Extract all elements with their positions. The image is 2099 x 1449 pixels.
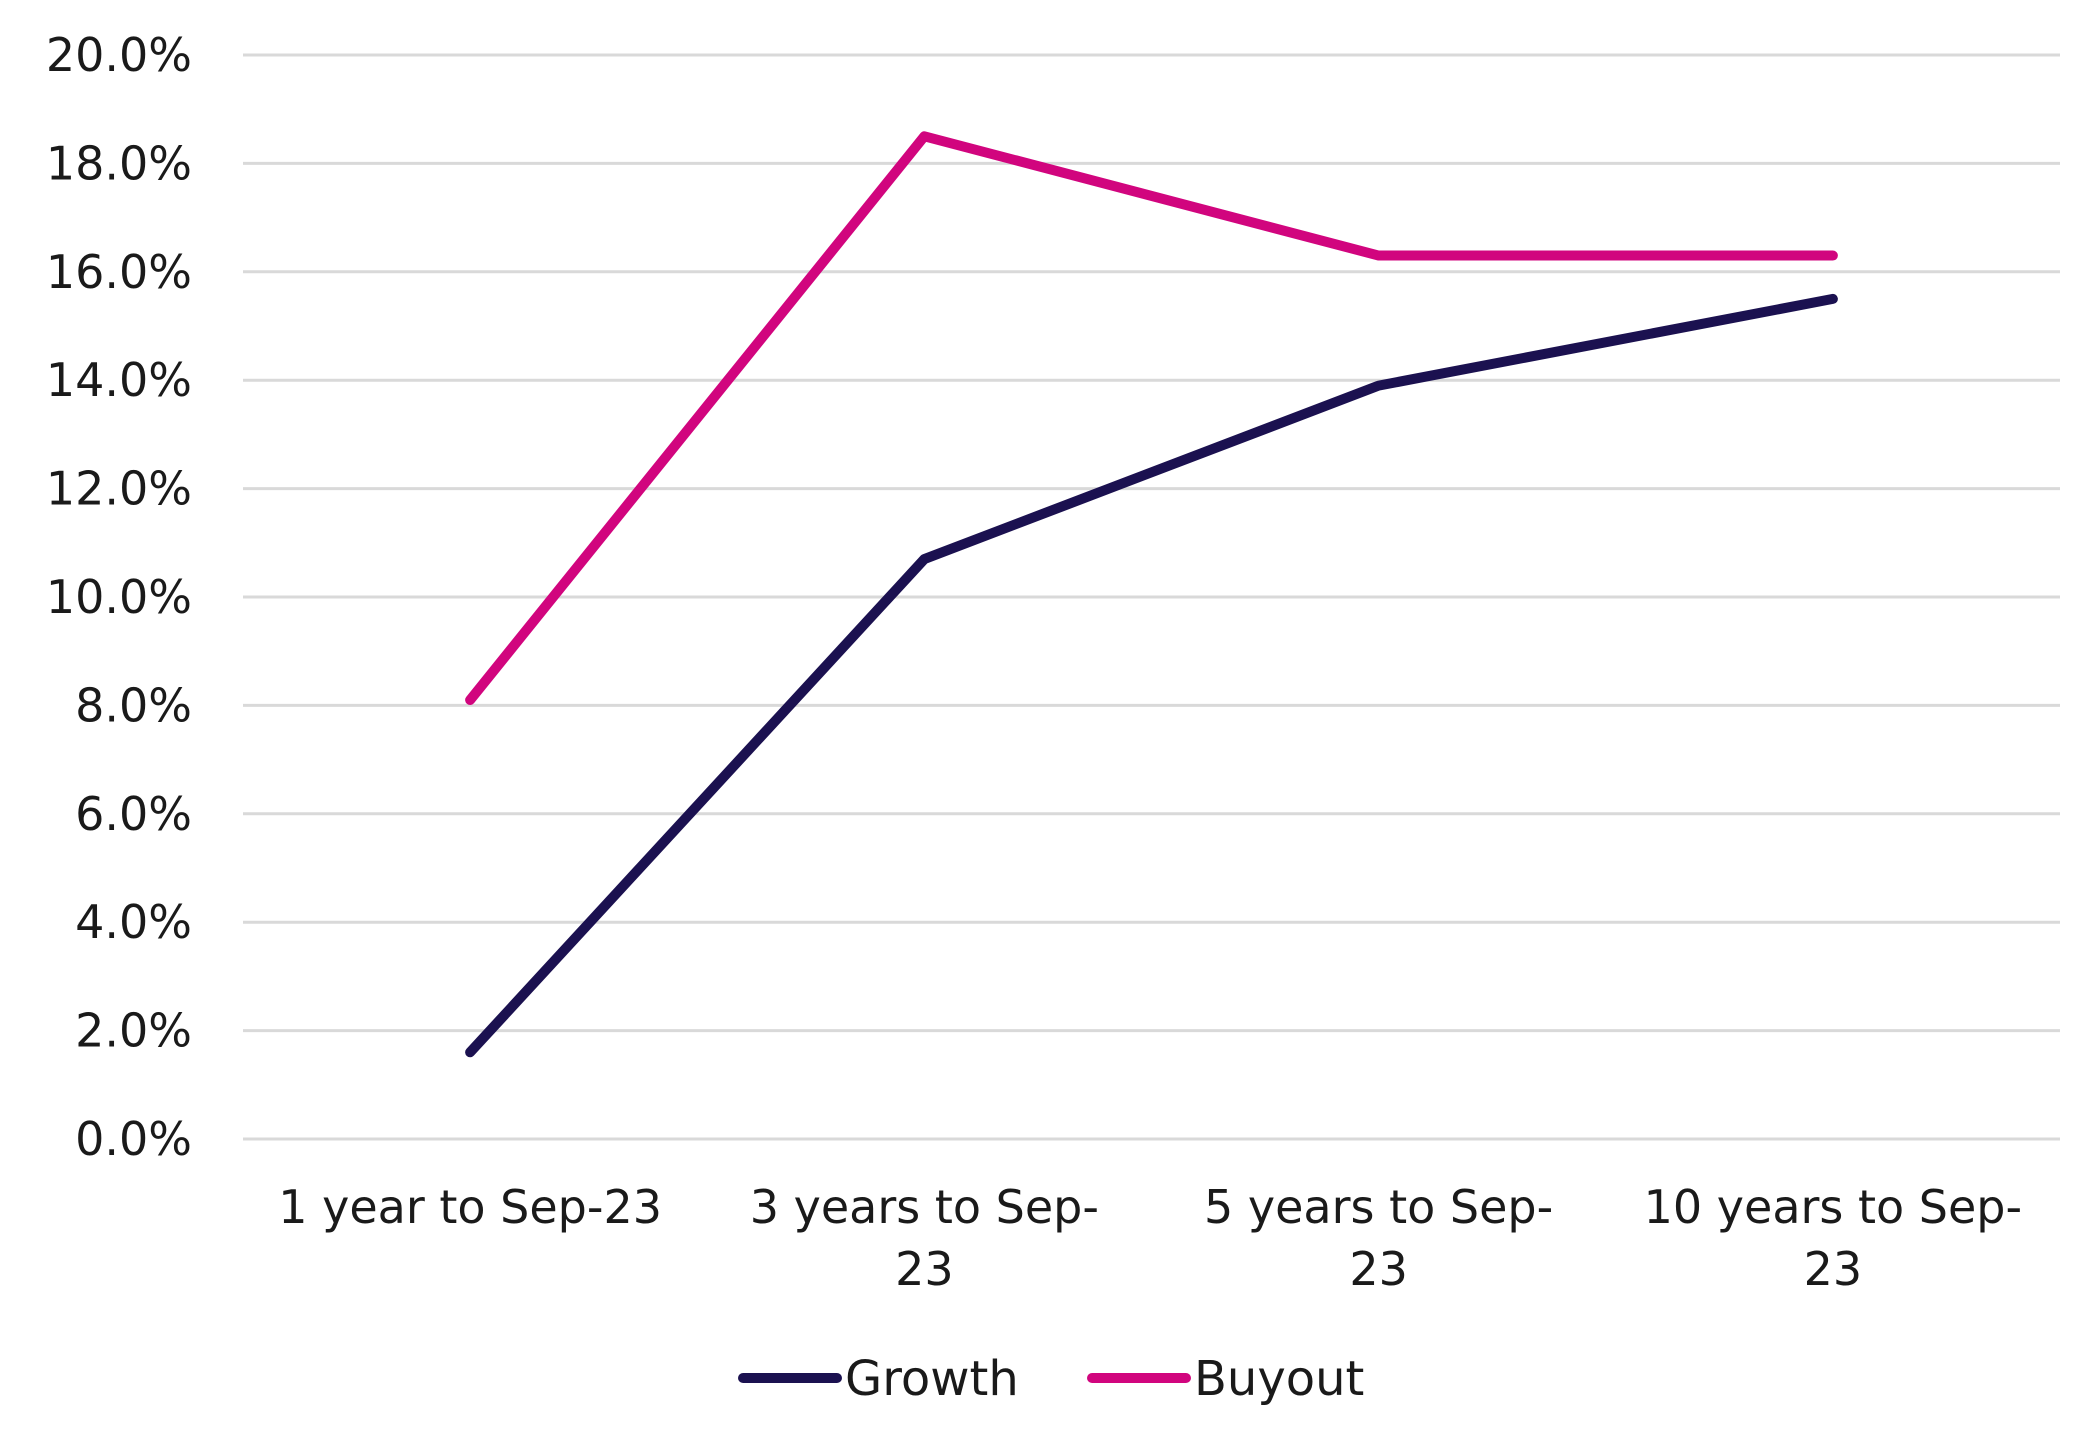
y-tick-label: 14.0% [46,353,192,407]
x-tick-label-line: 10 years to Sep- [1644,1180,2022,1234]
x-tick-label: 10 years to Sep- 23 [1644,1180,2022,1296]
x-tick-label: 5 years to Sep- 23 [1204,1180,1553,1296]
y-tick-label: 8.0% [75,678,192,732]
legend-item-growth: Growth [743,1351,1019,1407]
y-axis-ticks: 0.0% 2.0% 4.0% 6.0% 8.0% 10.0% 12.0% 14.0% 16.0%… [46,28,192,1166]
y-tick-label: 20.0% [46,28,192,82]
y-tick-label: 2.0% [75,1004,192,1058]
y-tick-label: 10.0% [46,570,192,624]
series-line-buyout [470,136,1833,700]
y-tick-label: 0.0% [75,1112,192,1166]
gridlines [243,55,2060,1139]
x-tick-label-line: 23 [1804,1242,1863,1296]
y-tick-label: 12.0% [46,462,192,516]
y-tick-label: 6.0% [75,787,192,841]
legend-label: Buyout [1194,1351,1364,1407]
x-tick-label: 1 year to Sep-23 [278,1180,662,1234]
series-line-growth [470,299,1833,1052]
x-tick-label-line: 1 year to Sep-23 [278,1180,662,1234]
x-tick-label-line: 5 years to Sep- [1204,1180,1553,1234]
y-tick-label: 18.0% [46,136,192,190]
legend-item-buyout: Buyout [1092,1351,1364,1407]
x-tick-label-line: 23 [895,1242,954,1296]
x-tick-label-line: 23 [1349,1242,1408,1296]
x-tick-label-line: 3 years to Sep- [750,1180,1099,1234]
series-lines [470,136,1833,1052]
y-tick-label: 16.0% [46,245,192,299]
legend-label: Growth [845,1351,1019,1407]
y-tick-label: 4.0% [75,895,192,949]
legend: Growth Buyout [743,1351,1364,1407]
x-tick-label: 3 years to Sep- 23 [750,1180,1099,1296]
